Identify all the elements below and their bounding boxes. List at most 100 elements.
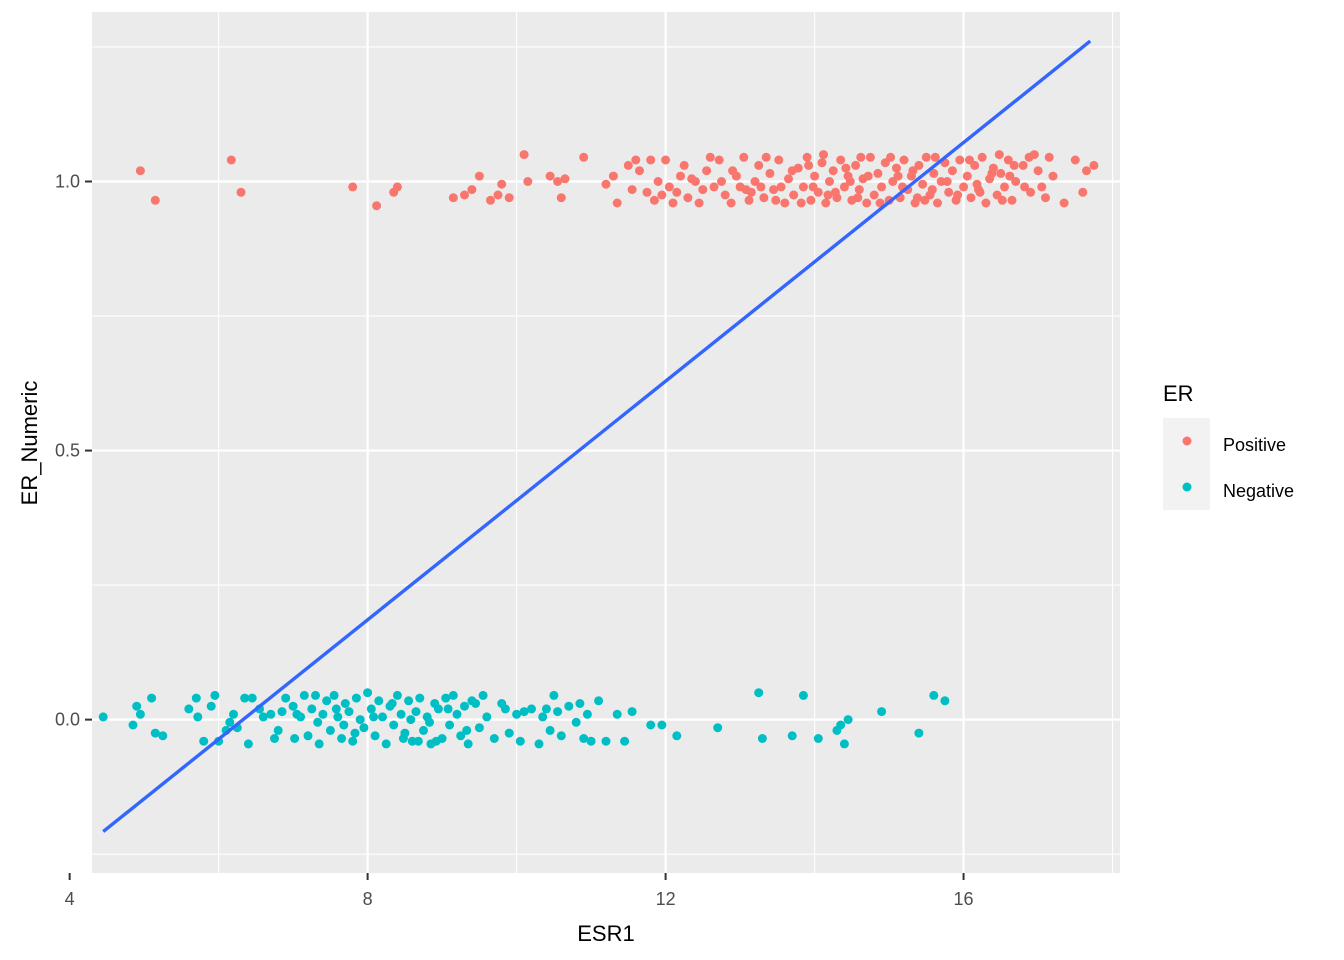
point-positive xyxy=(823,190,833,200)
point-positive xyxy=(1037,182,1047,192)
point-negative xyxy=(940,696,950,706)
point-positive xyxy=(953,190,963,200)
point-negative xyxy=(359,723,369,733)
point-positive xyxy=(789,190,799,200)
point-negative xyxy=(333,712,343,722)
point-negative xyxy=(571,717,581,727)
point-negative xyxy=(564,701,574,711)
point-positive xyxy=(1078,187,1088,197)
point-negative xyxy=(478,690,488,700)
point-positive xyxy=(709,182,719,192)
point-positive xyxy=(649,195,659,205)
point-positive xyxy=(1020,182,1030,192)
point-positive xyxy=(776,182,786,192)
point-positive xyxy=(784,174,793,184)
point-negative xyxy=(206,701,216,711)
point-negative xyxy=(914,728,924,738)
point-negative xyxy=(482,712,492,722)
point-negative xyxy=(132,701,142,711)
point-positive xyxy=(981,198,991,208)
legend-title: ER xyxy=(1163,381,1194,406)
point-negative xyxy=(318,709,328,719)
point-positive xyxy=(893,171,903,181)
point-negative xyxy=(193,712,203,722)
point-negative xyxy=(415,693,425,703)
point-positive xyxy=(806,195,816,205)
point-negative xyxy=(448,690,458,700)
point-negative xyxy=(303,731,313,741)
point-positive xyxy=(493,190,503,200)
point-negative xyxy=(266,709,276,719)
point-negative xyxy=(387,699,397,708)
point-positive xyxy=(955,155,965,165)
point-positive xyxy=(676,171,685,181)
point-negative xyxy=(370,731,380,741)
point-positive xyxy=(817,158,827,168)
point-negative xyxy=(462,725,472,735)
point-positive xyxy=(664,182,674,192)
x-axis-title: ESR1 xyxy=(577,921,634,946)
point-positive xyxy=(1011,177,1021,186)
fit-line-layer xyxy=(102,39,1092,833)
point-positive xyxy=(877,182,887,192)
point-negative xyxy=(512,709,522,719)
point-positive xyxy=(627,185,637,195)
point-positive xyxy=(804,160,814,170)
point-positive xyxy=(672,187,682,197)
point-negative xyxy=(419,725,428,735)
point-positive xyxy=(635,166,644,176)
point-positive xyxy=(997,195,1007,205)
point-negative xyxy=(431,736,441,746)
legend-key-positive xyxy=(1182,436,1192,446)
point-positive xyxy=(448,193,458,203)
point-negative xyxy=(147,693,157,703)
point-negative xyxy=(258,712,268,722)
point-negative xyxy=(601,736,611,746)
y-axis: 0.0 0.5 1.0 xyxy=(55,172,92,730)
point-negative xyxy=(575,699,585,708)
point-negative xyxy=(299,690,309,700)
point-negative xyxy=(381,739,391,749)
point-positive xyxy=(873,168,883,178)
point-positive xyxy=(930,152,940,162)
point-negative xyxy=(378,712,387,722)
point-negative xyxy=(150,728,160,738)
point-positive xyxy=(741,185,751,195)
point-positive xyxy=(802,152,812,162)
point-positive xyxy=(1089,160,1099,170)
point-positive xyxy=(739,152,749,162)
point-positive xyxy=(756,182,766,192)
point-negative xyxy=(519,707,529,717)
point-positive xyxy=(523,177,533,186)
point-negative xyxy=(98,712,108,722)
point-positive xyxy=(808,182,818,192)
point-negative xyxy=(314,739,324,749)
point-positive xyxy=(726,198,736,208)
point-negative xyxy=(344,707,354,717)
point-negative xyxy=(281,693,291,703)
point-negative xyxy=(158,731,168,741)
point-positive xyxy=(875,198,885,208)
point-positive xyxy=(759,193,769,203)
point-negative xyxy=(392,690,402,700)
point-negative xyxy=(627,707,637,717)
point-positive xyxy=(929,168,939,178)
point-negative xyxy=(456,731,466,741)
y-tick-label: 1.0 xyxy=(55,172,80,192)
point-negative xyxy=(553,707,563,717)
point-negative xyxy=(329,690,339,700)
point-negative xyxy=(657,720,667,730)
point-positive xyxy=(631,155,641,165)
point-negative xyxy=(441,693,451,703)
point-negative xyxy=(843,715,853,725)
point-negative xyxy=(225,717,235,727)
point-positive xyxy=(819,150,828,160)
point-positive xyxy=(862,198,872,208)
point-positive xyxy=(497,179,507,189)
point-positive xyxy=(942,177,952,186)
point-positive xyxy=(836,155,846,165)
point-negative xyxy=(813,734,823,743)
point-negative xyxy=(757,734,767,743)
point-positive xyxy=(914,160,924,170)
point-negative xyxy=(471,699,481,708)
